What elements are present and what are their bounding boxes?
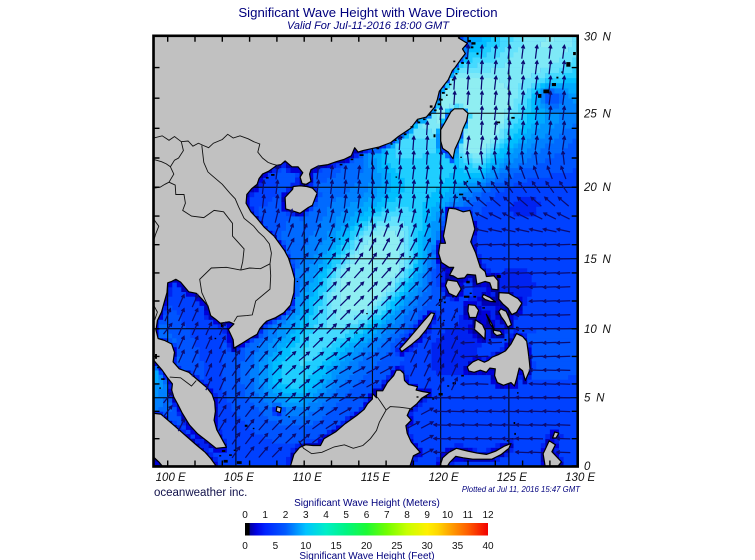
- svg-text:125 E: 125 E: [497, 472, 527, 484]
- svg-text:20: 20: [361, 541, 373, 552]
- svg-text:10: 10: [300, 541, 312, 552]
- svg-text:0: 0: [242, 541, 248, 552]
- svg-text:20 N: 20 N: [583, 182, 612, 194]
- svg-text:30: 30: [422, 541, 434, 552]
- svg-text:130 E: 130 E: [565, 472, 595, 484]
- svg-text:0: 0: [242, 510, 248, 521]
- svg-text:0: 0: [584, 461, 591, 473]
- svg-text:Valid For Jul-11-2016 18:00 GM: Valid For Jul-11-2016 18:00 GMT: [287, 20, 450, 32]
- svg-text:7: 7: [384, 510, 390, 521]
- svg-text:Significant Wave Height with W: Significant Wave Height with Wave Direct…: [238, 5, 497, 20]
- svg-text:10 N: 10 N: [584, 324, 612, 336]
- svg-text:3: 3: [303, 510, 309, 521]
- svg-text:40: 40: [482, 541, 494, 552]
- svg-text:8: 8: [404, 510, 410, 521]
- svg-text:115 E: 115 E: [361, 472, 391, 484]
- svg-text:1: 1: [262, 510, 268, 521]
- svg-text:5: 5: [273, 541, 279, 552]
- svg-text:5 N: 5 N: [584, 393, 605, 405]
- svg-text:10: 10: [442, 510, 454, 521]
- svg-text:25 N: 25 N: [583, 108, 612, 120]
- svg-text:25: 25: [391, 541, 403, 552]
- svg-text:11: 11: [463, 510, 474, 521]
- svg-text:120 E: 120 E: [429, 472, 459, 484]
- svg-text:105 E: 105 E: [224, 472, 254, 484]
- svg-text:6: 6: [364, 510, 370, 521]
- svg-text:oceanweather inc.: oceanweather inc.: [154, 487, 247, 499]
- svg-text:Plotted at Jul 11, 2016 15:47: Plotted at Jul 11, 2016 15:47 GMT: [462, 485, 581, 494]
- svg-text:110 E: 110 E: [293, 472, 323, 484]
- svg-text:Significant Wave Height (Feet): Significant Wave Height (Feet): [299, 551, 434, 560]
- svg-text:9: 9: [424, 510, 430, 521]
- svg-text:5: 5: [343, 510, 349, 521]
- svg-text:35: 35: [452, 541, 464, 552]
- svg-text:4: 4: [323, 510, 329, 521]
- svg-text:15 N: 15 N: [584, 254, 612, 266]
- svg-text:12: 12: [482, 510, 494, 521]
- svg-text:15: 15: [331, 541, 343, 552]
- svg-text:30 N: 30 N: [584, 31, 612, 43]
- svg-text:100 E: 100 E: [156, 472, 186, 484]
- svg-text:2: 2: [283, 510, 289, 521]
- svg-text:Significant Wave Height (Meter: Significant Wave Height (Meters): [294, 498, 440, 509]
